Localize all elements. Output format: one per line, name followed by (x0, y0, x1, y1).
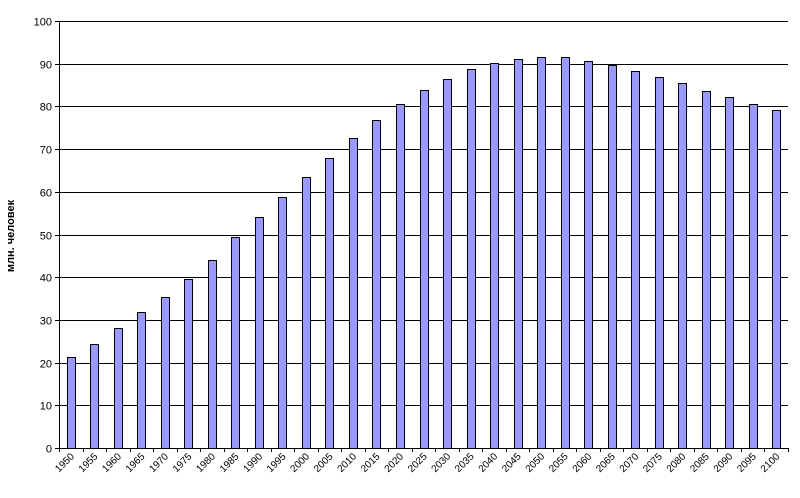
bar-2040 (490, 63, 499, 449)
bar-1955 (90, 344, 99, 449)
y-tick-label: 70 (40, 145, 52, 157)
bar-1965 (137, 312, 146, 449)
bar-2065 (608, 65, 617, 449)
x-tick-label-2000: 2000 (289, 451, 313, 475)
x-tick-label-2060: 2060 (571, 451, 595, 475)
bar-1970 (161, 297, 170, 449)
x-tick-label-2050: 2050 (524, 451, 548, 475)
x-tick-label-1995: 1995 (265, 451, 289, 475)
x-tick-label-1970: 1970 (147, 451, 171, 475)
y-axis-label: млн. человек (5, 199, 17, 272)
x-tick-label-2030: 2030 (430, 451, 454, 475)
bar-1985 (231, 237, 240, 449)
bar-2005 (325, 158, 334, 449)
x-tick-label-2095: 2095 (735, 451, 759, 475)
x-tick-label-2035: 2035 (453, 451, 477, 475)
x-tick-label-1975: 1975 (171, 451, 195, 475)
x-tick-label-1955: 1955 (77, 451, 101, 475)
x-tick-labels: 1950 1955 1960 1965 1970 1975 1980 1985 1990 1995… (53, 451, 782, 475)
x-tick-label-2010: 2010 (336, 451, 360, 475)
bar-2050 (537, 57, 546, 449)
y-tick-label: 80 (40, 102, 52, 114)
x-tick-label-1990: 1990 (241, 451, 265, 475)
y-tick-label: 0 (46, 444, 52, 456)
bar-2095 (749, 104, 758, 449)
bar-2080 (678, 83, 687, 449)
x-tick-label-2065: 2065 (594, 451, 618, 475)
bar-1980 (208, 260, 217, 449)
bar-2070 (631, 71, 640, 449)
x-tick-label-2085: 2085 (688, 451, 712, 475)
bar-2010 (349, 138, 358, 449)
bar-1960 (114, 328, 123, 449)
x-tick-label-1965: 1965 (124, 451, 148, 475)
y-tick-label: 20 (40, 359, 52, 371)
bar-1950 (67, 357, 76, 449)
x-tick-label-1985: 1985 (218, 451, 242, 475)
x-tick-label-1980: 1980 (194, 451, 218, 475)
x-tick-label-2075: 2075 (641, 451, 665, 475)
x-tick-label-2005: 2005 (312, 451, 336, 475)
y-tick-label: 90 (40, 60, 52, 72)
x-tick-label-2080: 2080 (665, 451, 689, 475)
axes (59, 21, 789, 452)
y-tick-label: 60 (40, 188, 52, 200)
x-tick-label-2055: 2055 (547, 451, 571, 475)
y-tick-label: 10 (40, 401, 52, 413)
x-tick-label-2025: 2025 (406, 451, 430, 475)
y-tick-label: 50 (40, 231, 52, 243)
bar-2090 (725, 97, 734, 449)
bar-2015 (372, 120, 381, 449)
bar-1990 (255, 217, 264, 449)
x-tick-label-2090: 2090 (712, 451, 736, 475)
y-tick-label: 30 (40, 316, 52, 328)
bar-2085 (702, 91, 711, 449)
bar-2100 (772, 110, 781, 449)
x-tick-label-1950: 1950 (53, 451, 77, 475)
bar-2030 (443, 79, 452, 449)
bar-2020 (396, 104, 405, 449)
bar-1975 (184, 279, 193, 449)
y-tick-label: 40 (40, 273, 52, 285)
bars (67, 57, 781, 449)
bar-2045 (514, 59, 523, 449)
bar-2035 (467, 69, 476, 449)
x-tick-label-1960: 1960 (100, 451, 124, 475)
x-tick-label-2045: 2045 (500, 451, 524, 475)
bar-2055 (561, 57, 570, 449)
bar-2000 (302, 177, 311, 449)
bar-2060 (584, 61, 593, 449)
x-tick-label-2040: 2040 (477, 451, 501, 475)
x-tick-label-2100: 2100 (759, 451, 783, 475)
bar-1995 (278, 197, 287, 449)
y-tick-label: 100 (34, 17, 52, 29)
x-tick-label-2015: 2015 (359, 451, 383, 475)
bar-2025 (420, 90, 429, 449)
x-tick-label-2070: 2070 (618, 451, 642, 475)
x-tick-label-2020: 2020 (383, 451, 407, 475)
bar-2075 (655, 77, 664, 449)
y-tick-labels: 0 10 20 30 40 50 60 70 80 90 100 (34, 17, 52, 456)
